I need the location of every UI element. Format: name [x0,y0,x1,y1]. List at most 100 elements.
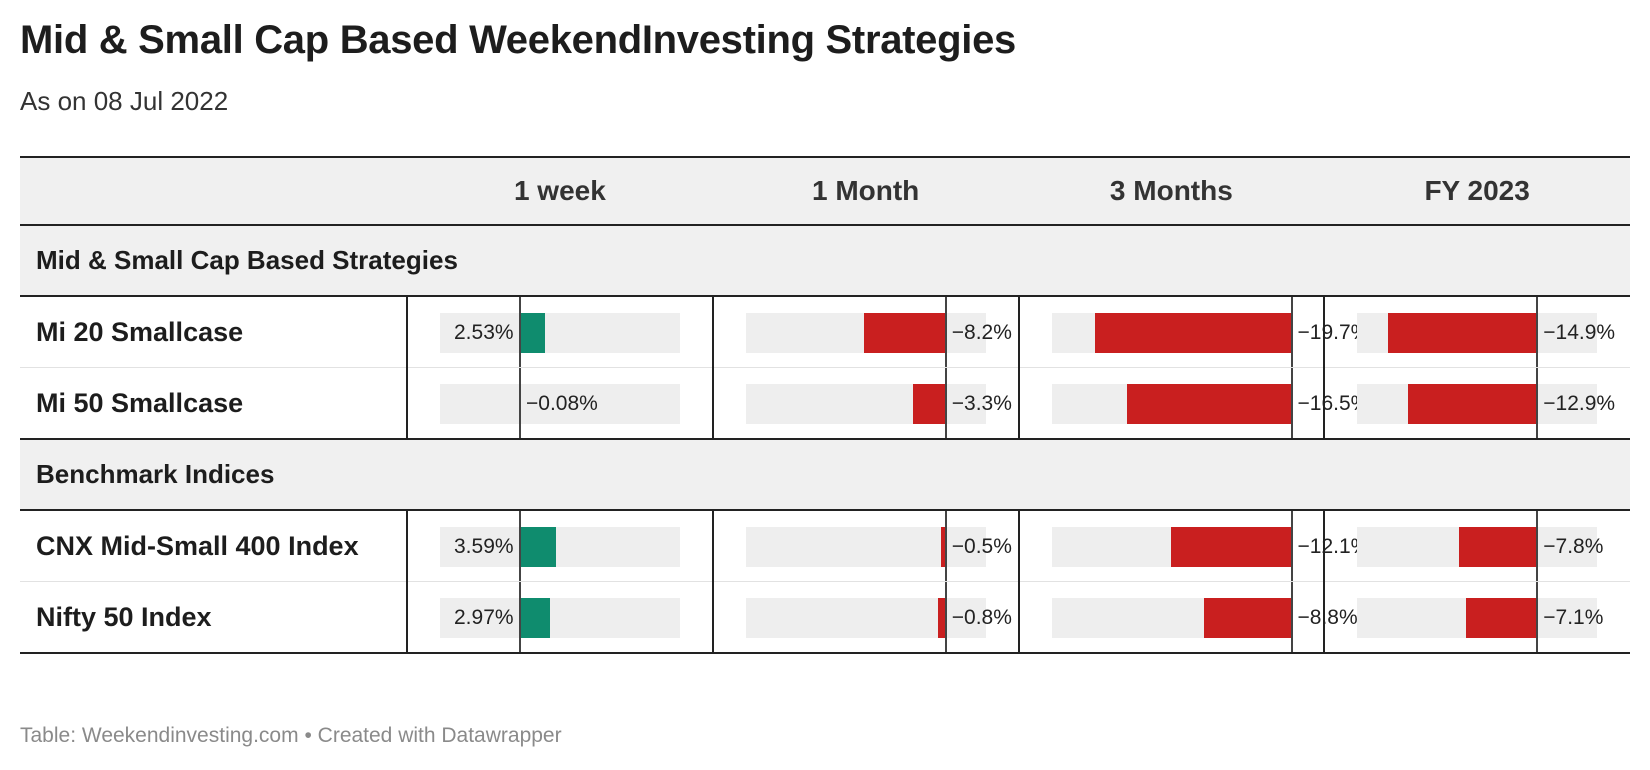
value-label: −0.08% [526,392,598,415]
bar-cell: −3.3% [714,368,1018,438]
row-label: CNX Mid-Small 400 Index [20,510,407,582]
table-row: Mi 50 Smallcase −0.08% −3.3% −16.5% −12.9% [20,367,1630,440]
header-blank [20,157,407,225]
value-label: 2.53% [454,321,514,344]
bar-cell: 3.59% [408,511,712,581]
zero-line [944,368,947,438]
bar-track [745,598,986,638]
value-label: −16.5% [1297,392,1370,415]
zero-line [1536,368,1539,438]
negative-bar [912,384,946,424]
zero-line [944,582,947,652]
value-cell: −8.8% [1017,581,1358,654]
negative-bar [1170,527,1292,567]
value-cell: 2.53% [406,296,713,368]
zero-line [1290,297,1293,367]
positive-bar [520,527,556,567]
chart-subtitle: As on 08 Jul 2022 [20,86,229,116]
negative-bar [937,598,946,638]
table-body: Mid & Small Cap Based Strategies Mi 20 Sm… [20,225,1630,654]
value-label: 3.59% [454,535,514,558]
column-header[interactable]: 1 Month [811,175,920,206]
bar-cell: −7.1% [1325,582,1630,652]
bar-cell: −14.9% [1325,297,1630,367]
zero-line [519,582,521,652]
value-label: −12.9% [1543,392,1616,415]
zero-line [944,511,947,581]
negative-bar [1388,313,1538,353]
value-cell: 2.97% [406,581,713,654]
bar-cell: −8.2% [714,297,1018,367]
value-label: −7.8% [1543,535,1604,558]
zero-line [1536,511,1539,581]
positive-bar [520,313,546,353]
data-table-container: 1 week 1 Month 3 Months FY 2023 Mid & Sm… [20,156,1630,654]
bar-cell: 2.97% [408,582,712,652]
footer: Table: Weekendinvesting.com • Created wi… [20,724,562,748]
bar-cell: 2.53% [408,297,712,367]
value-cell: −7.8% [1323,510,1630,582]
data-table: 1 week 1 Month 3 Months FY 2023 Mid & Sm… [20,156,1630,654]
negative-bar [1126,384,1292,424]
value-label: −12.1% [1297,535,1370,558]
bar-cell: −19.7% [1020,297,1369,367]
column-header[interactable]: 3 Months [1109,175,1233,206]
column-header[interactable]: FY 2023 [1424,175,1530,206]
bar-cell: −8.8% [1020,582,1358,652]
bar-track [440,313,680,353]
group-label: Benchmark Indices [20,439,1630,511]
table-row: Nifty 50 Index 2.97% −0.8% −8.8% −7.1% [20,581,1630,654]
value-label: −7.1% [1543,606,1604,629]
table-row: CNX Mid-Small 400 Index 3.59% −0.5% −12.1% −… [20,510,1630,582]
zero-line [519,511,521,581]
value-cell: −0.08% [406,367,713,440]
bar-cell: −0.08% [408,368,712,438]
bar-cell: −12.9% [1325,368,1630,438]
value-cell: 3.59% [406,510,713,582]
value-cell: −0.8% [711,581,1019,654]
value-label: −8.8% [1297,606,1358,629]
zero-line [1290,511,1293,581]
value-label: −14.9% [1543,321,1616,344]
negative-bar [1408,384,1538,424]
zero-line [1290,368,1293,438]
bar-cell: −12.1% [1020,511,1369,581]
negative-bar [1459,527,1538,567]
positive-bar [520,598,550,638]
bar-track [440,598,680,638]
value-cell: −16.5% [1017,367,1369,440]
bar-track [440,527,680,567]
bar-track [745,527,986,567]
value-cell: −0.5% [711,510,1019,582]
bar-cell: −0.5% [714,511,1018,581]
header-row: 1 week 1 Month 3 Months FY 2023 [20,157,1630,225]
credit-note: Created with Datawrapper [317,724,562,747]
negative-bar [863,313,946,353]
value-cell: −19.7% [1017,296,1369,368]
value-label: −19.7% [1297,321,1370,344]
negative-bar [1094,313,1292,353]
value-label: −8.2% [951,321,1012,344]
row-label: Nifty 50 Index [20,581,407,654]
footer-separator: • [304,724,312,747]
bar-cell: −16.5% [1020,368,1369,438]
value-label: 2.97% [454,606,514,629]
row-label: Mi 20 Smallcase [20,296,407,368]
value-label: −3.3% [951,392,1012,415]
negative-bar [1203,598,1292,638]
column-header[interactable]: 1 week [513,175,606,206]
table-row: Mi 20 Smallcase 2.53% −8.2% −19.7% −14.9% [20,296,1630,368]
group-row: Benchmark Indices [20,439,1630,511]
bar-track [745,384,986,424]
group-row: Mid & Small Cap Based Strategies [20,225,1630,297]
value-cell: −14.9% [1323,296,1630,368]
bar-cell: −7.8% [1325,511,1630,581]
value-cell: −3.3% [711,367,1019,440]
zero-line [519,368,521,438]
value-label: −0.5% [951,535,1012,558]
zero-line [1290,582,1293,652]
bar-cell: −0.8% [714,582,1018,652]
zero-line [519,297,521,367]
value-cell: −7.1% [1323,581,1630,654]
value-cell: −8.2% [711,296,1019,368]
